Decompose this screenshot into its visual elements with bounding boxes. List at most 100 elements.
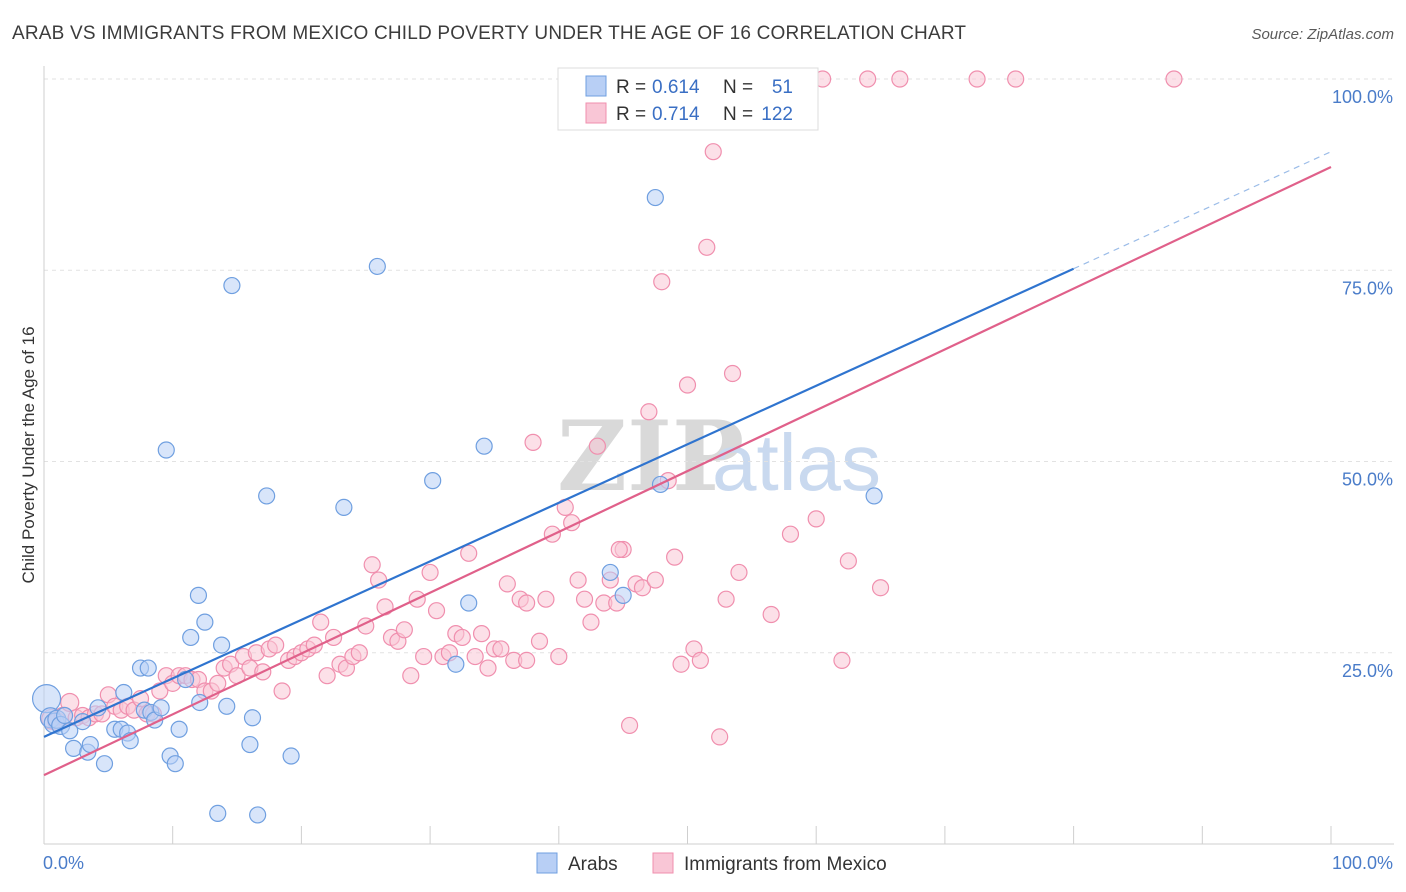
legend-r-label-mexico: R =	[616, 104, 646, 125]
y-tick-label-3: 25.0%	[1342, 661, 1393, 681]
trend-line-arabs-extension	[1073, 151, 1332, 270]
mexico-point-109	[781, 525, 800, 543]
mexico-point-75	[524, 433, 542, 451]
mexico-point-98	[672, 655, 690, 673]
arabs-point-5	[55, 706, 74, 725]
mexico-point-121	[518, 651, 536, 670]
mexico-point-82	[569, 571, 587, 589]
arabs-point-29	[182, 628, 200, 647]
gridlines	[44, 78, 1394, 654]
mexico-point-58	[415, 647, 433, 666]
legend-r-value-mexico: 0.714	[652, 104, 700, 125]
arabs-point-47	[475, 437, 493, 455]
mexico-point-106	[723, 364, 742, 383]
legend-r-value-arabs: 0.614	[652, 77, 700, 98]
mexico-point-36	[273, 682, 291, 700]
y-tick-label-2: 50.0%	[1342, 470, 1393, 490]
legend-n-value-mexico: 122	[761, 104, 793, 125]
legend-box: R = 0.614 N = 51 R = 0.714 N = 122	[557, 67, 819, 131]
mexico-point-70	[492, 640, 510, 658]
arabs-point-48	[601, 563, 619, 582]
mexico-point-120	[610, 540, 628, 559]
legend-n-label-mexico: N =	[723, 104, 753, 125]
mexico-point-112	[833, 651, 851, 670]
arabs-point-26	[166, 755, 184, 773]
mexico-point-107	[730, 563, 748, 582]
mexico-point-55	[395, 621, 413, 639]
arabs-point-12	[95, 755, 114, 773]
mexico-point-42	[312, 613, 330, 631]
bottom-legend-label-arabs: Arabs	[568, 854, 618, 875]
mexico-point-74	[518, 594, 536, 612]
chart-title: ARAB VS IMMIGRANTS FROM MEXICO CHILD POV…	[12, 23, 966, 44]
mexico-point-97	[666, 548, 684, 566]
mexico-point-79	[550, 647, 568, 666]
mexico-point-94	[646, 571, 664, 589]
mexico-point-92	[633, 579, 652, 597]
arabs-point-34	[213, 636, 231, 654]
arabs-point-39	[249, 806, 267, 824]
mexico-point-108	[762, 605, 780, 624]
mexico-point-66	[466, 647, 484, 666]
x-tick-label-max: 100.0%	[1332, 853, 1393, 873]
mexico-point-50	[363, 556, 381, 574]
mexico-point-85	[588, 437, 607, 455]
trend-lines	[43, 151, 1332, 777]
mexico-point-76	[530, 632, 549, 650]
arabs-point-44	[424, 472, 442, 490]
arabs-point-41	[282, 747, 300, 765]
mexico-point-115	[871, 579, 890, 597]
legend-n-label-arabs: N =	[723, 77, 753, 98]
mexico-point-114	[859, 70, 877, 88]
mexico-point-56	[402, 667, 420, 685]
arabs-point-49	[614, 586, 632, 604]
mexico-point-101	[691, 651, 709, 670]
arabs-point-40	[258, 487, 276, 505]
arabs-point-46	[460, 594, 478, 612]
trend-line-arabs	[43, 267, 1075, 738]
arabs-point-37	[241, 735, 259, 754]
arabs-point-38	[243, 709, 262, 727]
arabs-point-20	[139, 659, 157, 677]
mexico-point-105	[717, 590, 735, 608]
arabs-point-7	[65, 739, 83, 757]
legend-swatch-mexico	[585, 102, 607, 124]
mexico-point-119	[1165, 70, 1183, 88]
mexico-point-116	[891, 70, 909, 88]
mexico-point-95	[653, 273, 671, 291]
y-tick-label-0: 100.0%	[1332, 87, 1393, 107]
mexico-point-26	[209, 674, 227, 692]
bottom-legend-label-mexico: Immigrants from Mexico	[684, 854, 887, 875]
arabs-point-35	[218, 697, 236, 715]
y-axis-label: Child Poverty Under the Age of 16	[19, 326, 38, 583]
arabs-point-50	[646, 188, 664, 207]
mexico-point-104	[711, 728, 729, 746]
mexico-point-65	[460, 544, 478, 562]
x-tick-label-min: 0.0%	[43, 853, 84, 873]
mexico-point-110	[807, 510, 825, 528]
legend-swatch-arabs	[585, 75, 607, 97]
arabs-point-36	[223, 276, 241, 295]
mexico-point-77	[537, 590, 555, 608]
y-tick-labels: 100.0% 75.0% 50.0% 25.0%	[1332, 87, 1393, 681]
arabs-point-23	[152, 699, 170, 717]
arabs-point-31	[196, 613, 214, 631]
mexico-point-64	[453, 628, 471, 647]
watermark-atlas: atlas	[712, 418, 881, 507]
arabs-point-43	[368, 257, 386, 276]
mexico-point-60	[427, 602, 446, 620]
arabs-point-45	[447, 655, 465, 673]
bottom-legend: Arabs Immigrants from Mexico	[536, 852, 887, 875]
mexico-point-71	[498, 575, 516, 593]
arabs-point-33	[209, 804, 227, 823]
mexico-point-67	[472, 625, 491, 643]
arabs-point-30	[189, 586, 208, 604]
mexico-point-118	[1007, 70, 1025, 88]
arabs-point-24	[157, 441, 175, 459]
arabs-point-27	[170, 720, 188, 738]
mexico-point-103	[704, 143, 722, 161]
mexico-point-113	[839, 552, 857, 570]
mexico-point-68	[479, 659, 497, 677]
mexico-point-117	[968, 70, 986, 88]
